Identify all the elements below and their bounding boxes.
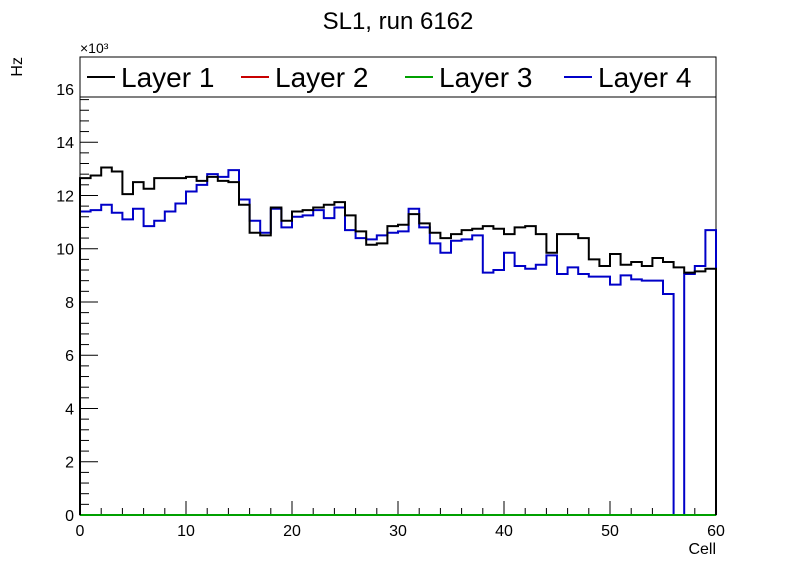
x-tick-label: 10 <box>177 523 195 540</box>
legend-label: Layer 3 <box>439 62 532 93</box>
legend-label: Layer 2 <box>275 62 368 93</box>
series-line-layer-1 <box>79 166 717 515</box>
x-axis-label: Cell <box>688 541 716 558</box>
y-axis-multiplier: ×10³ <box>80 40 109 56</box>
x-tick-label: 60 <box>707 523 725 540</box>
y-tick-label: 14 <box>56 135 74 152</box>
plot-frame <box>79 56 717 516</box>
legend: Layer 1 Layer 2 Layer 3 Layer 4 <box>79 56 717 98</box>
series-lines <box>79 166 717 516</box>
legend-label: Layer 1 <box>121 62 214 93</box>
legend-box <box>79 56 717 98</box>
y-tick-label: 2 <box>65 455 74 472</box>
x-tick-label: 20 <box>283 523 301 540</box>
series-line-layer-4 <box>79 169 717 516</box>
legend-label: Layer 4 <box>598 62 691 93</box>
y-tick-label: 0 <box>65 508 74 525</box>
y-tick-label: 10 <box>56 242 74 259</box>
y-tick-label: 6 <box>65 348 74 365</box>
y-tick-label: 4 <box>65 401 74 418</box>
chart-title: SL1, run 6162 <box>323 8 474 35</box>
y-tick-label: 16 <box>56 82 74 99</box>
x-tick-label: 0 <box>76 523 85 540</box>
x-tick-label: 50 <box>601 523 619 540</box>
x-tick-label: 30 <box>389 523 407 540</box>
y-axis-label: Hz <box>9 57 26 77</box>
y-tick-label: 12 <box>56 188 74 205</box>
y-tick-label: 8 <box>65 295 74 312</box>
x-tick-label: 40 <box>495 523 513 540</box>
y-axis: 0 2 4 6 8 10 12 14 16 <box>56 56 98 525</box>
x-axis: 0 10 20 30 40 50 60 <box>76 501 725 540</box>
